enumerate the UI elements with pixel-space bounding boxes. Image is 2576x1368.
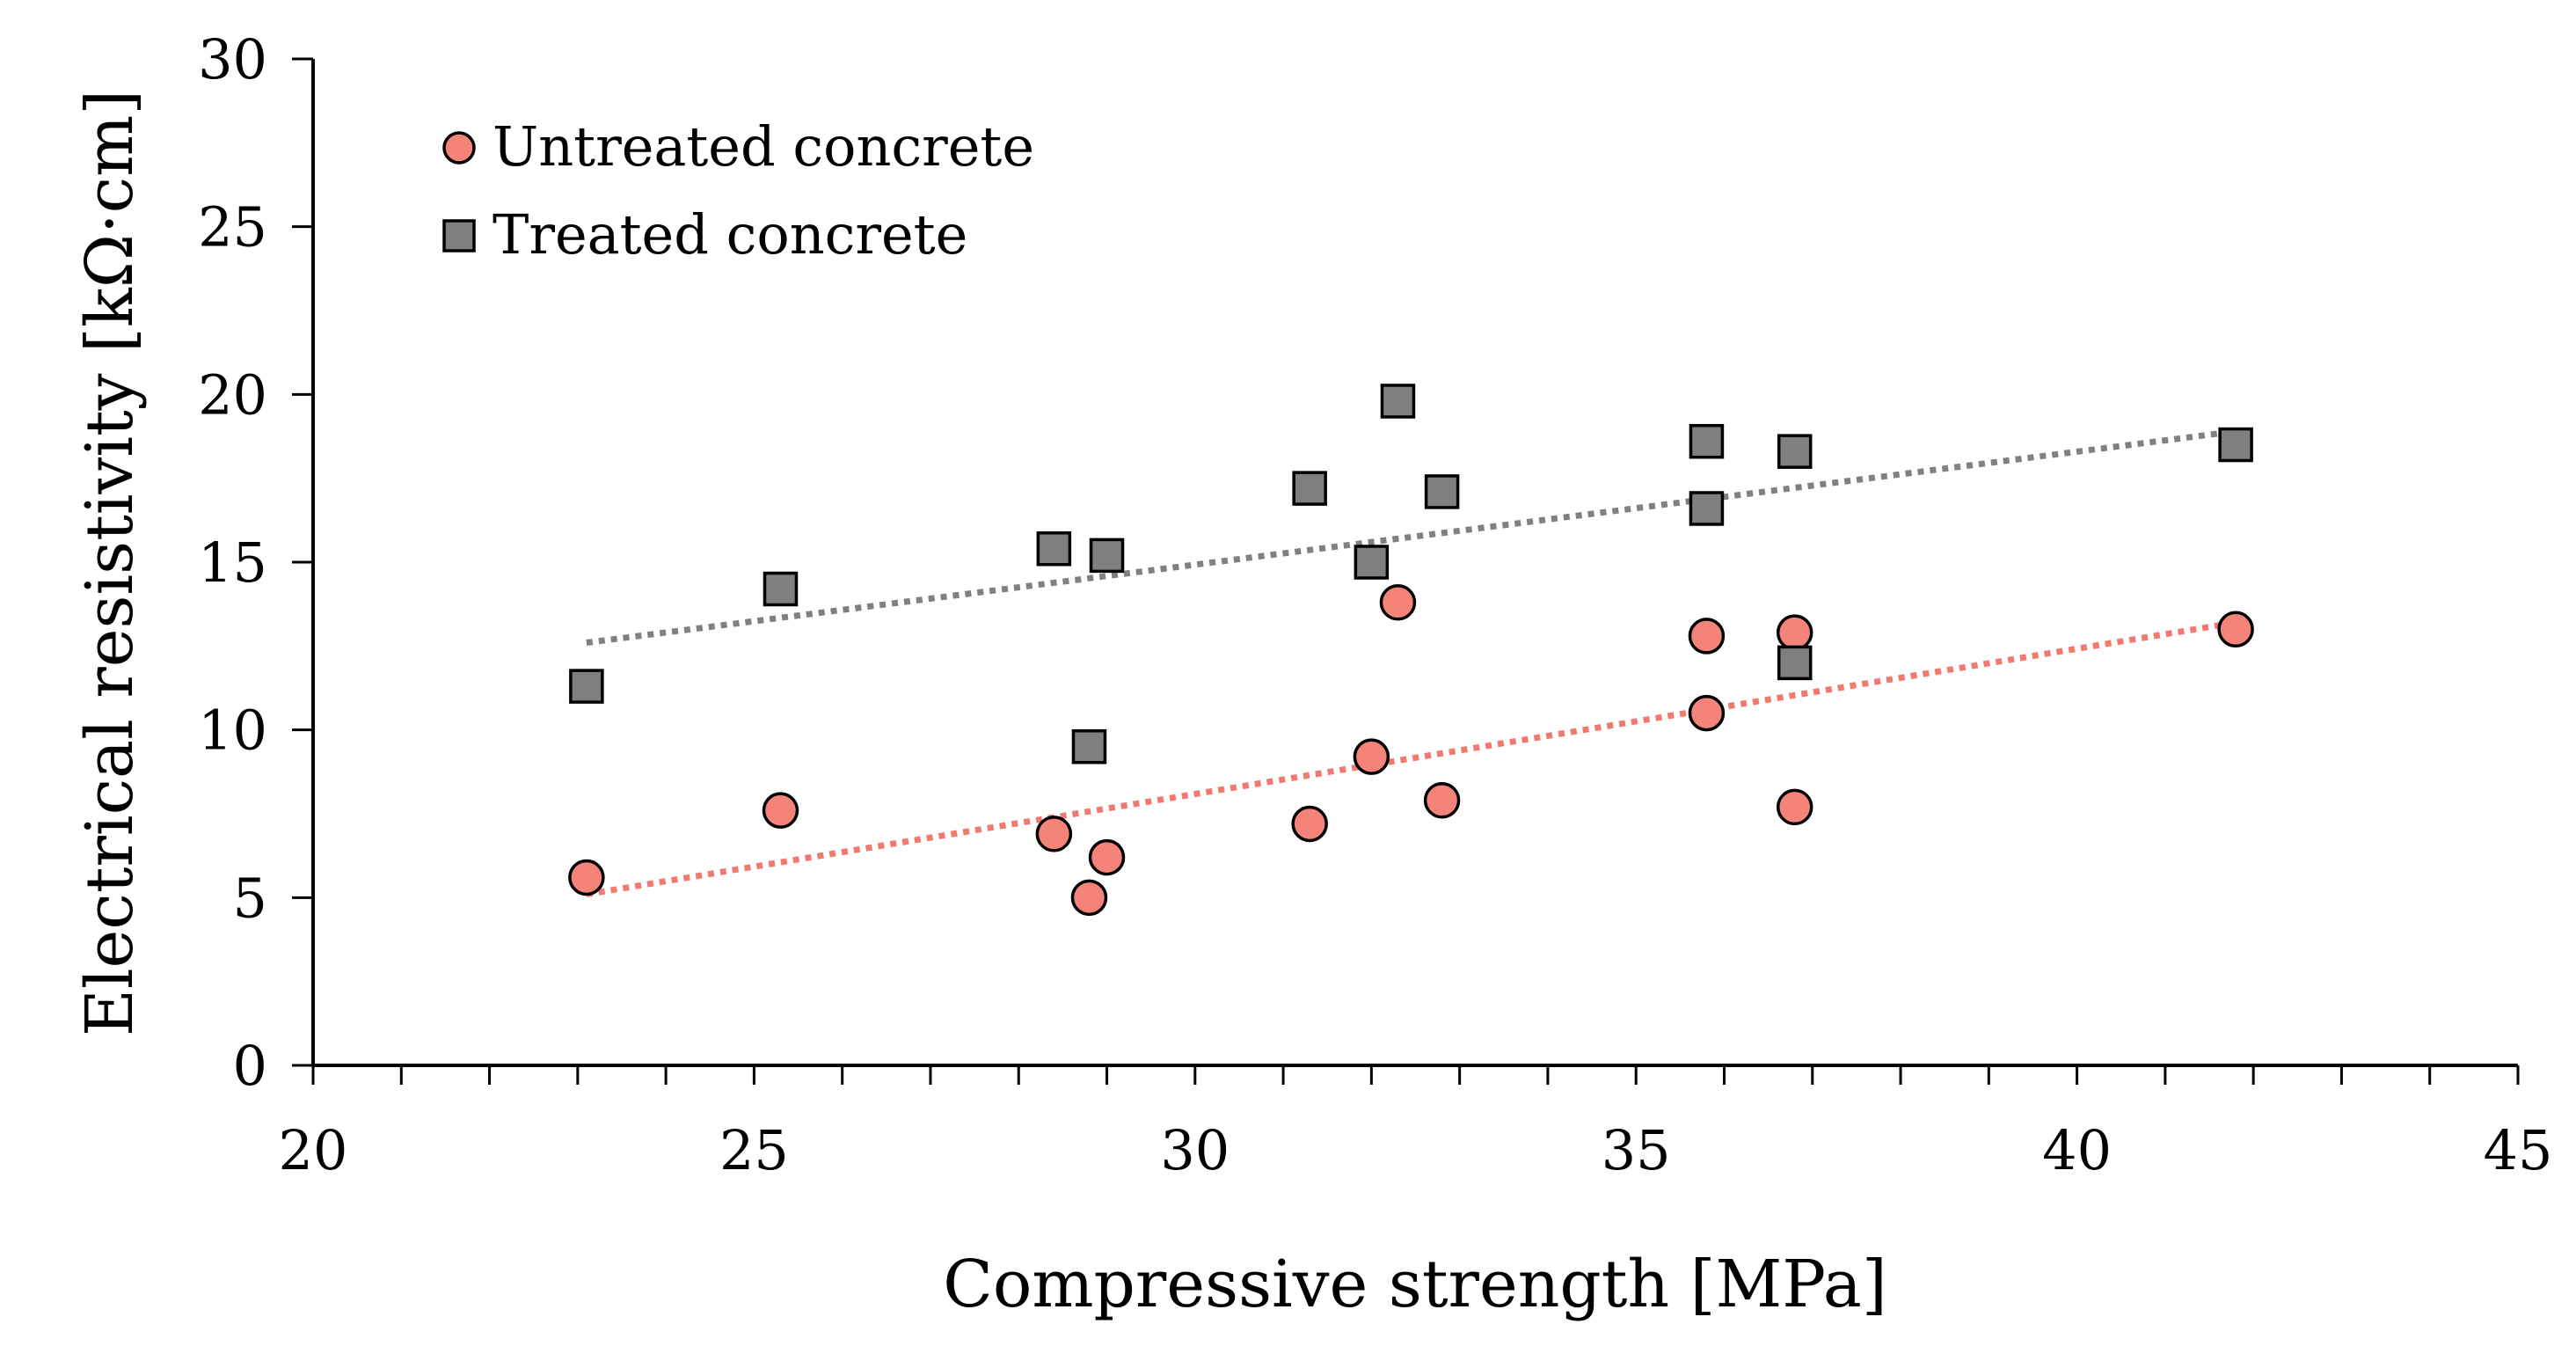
x-axis-title: Compressive strength [MPa] (943, 1247, 1887, 1322)
data-point-treated (1071, 728, 1107, 764)
data-point-treated (1777, 434, 1813, 469)
x-tick-label: 45 (2484, 1118, 2553, 1182)
y-tick-label: 15 (198, 530, 267, 595)
legend-item-treated: Treated concrete (442, 202, 967, 267)
data-point-treated (1292, 471, 1327, 506)
data-point-untreated (1379, 584, 1417, 621)
data-point-untreated (1776, 614, 1813, 651)
y-tick-label: 30 (198, 27, 267, 91)
data-point-treated (1689, 491, 1725, 526)
trendline-layer (586, 428, 2237, 897)
data-point-treated (569, 669, 604, 704)
data-point-treated (2218, 427, 2253, 463)
data-point-untreated (568, 859, 605, 896)
x-tick-label: 25 (719, 1118, 789, 1182)
y-tick-label: 25 (198, 195, 267, 260)
data-point-untreated (1353, 738, 1390, 775)
point-layer (568, 384, 2254, 917)
legend: Untreated concrete Treated concrete (442, 114, 1034, 267)
data-point-untreated (762, 792, 799, 829)
data-point-untreated (1688, 694, 1726, 732)
x-tick-label: 35 (1602, 1118, 1671, 1182)
legend-marker-untreated-circle-icon (442, 131, 476, 165)
data-point-treated (1089, 538, 1125, 574)
legend-marker-treated-square-icon (442, 219, 476, 252)
data-point-treated (1689, 423, 1725, 459)
data-point-treated (1036, 530, 1072, 567)
data-point-untreated (1088, 838, 1126, 876)
data-point-untreated (1291, 805, 1328, 843)
data-point-untreated (1688, 618, 1726, 655)
x-tick-label: 20 (279, 1118, 348, 1182)
y-tick-label: 0 (233, 1034, 267, 1098)
x-tick-label: 40 (2042, 1118, 2112, 1182)
y-axis-title: Electrical resistivity [kΩ·cm] (72, 90, 148, 1036)
tick-layer: 20 25 30 35 40 45 0 5 10 15 20 25 30 (198, 27, 2552, 1182)
data-point-treated (763, 571, 799, 607)
data-point-untreated (1070, 879, 1108, 917)
legend-item-untreated: Untreated concrete (442, 114, 1034, 179)
y-tick-label: 5 (233, 866, 267, 930)
legend-label-treated: Treated concrete (493, 202, 967, 267)
x-tick-label: 30 (1160, 1118, 1230, 1182)
data-point-treated (1380, 384, 1416, 419)
y-tick-label: 20 (198, 362, 267, 427)
data-point-treated (1354, 545, 1390, 580)
y-tick-label: 10 (198, 699, 267, 763)
data-point-untreated (1776, 788, 1813, 826)
legend-label-untreated: Untreated concrete (493, 114, 1034, 179)
data-point-treated (1424, 474, 1460, 509)
data-point-treated (1777, 645, 1813, 681)
data-point-untreated (1423, 781, 1461, 819)
trendline-untreated (586, 619, 2237, 897)
data-point-untreated (2217, 611, 2254, 648)
data-point-untreated (1035, 816, 1073, 852)
